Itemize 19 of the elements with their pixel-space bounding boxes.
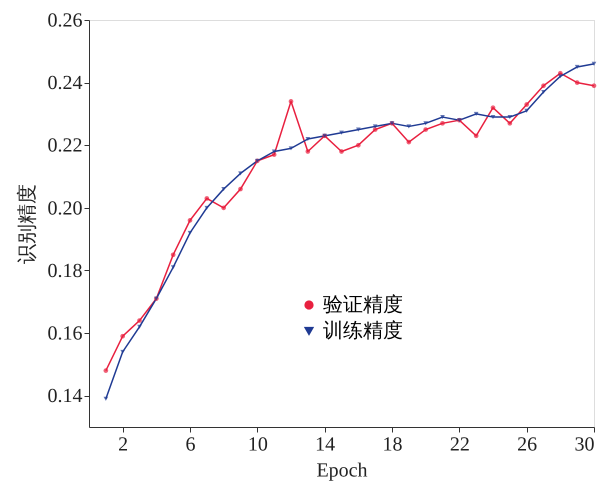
y-tick-label: 0.22 — [48, 134, 82, 157]
y-tick-label: 0.16 — [48, 322, 82, 345]
x-tick-label: 26 — [517, 434, 538, 456]
y-tick-label: 0.20 — [48, 197, 82, 220]
x-tick-label: 2 — [118, 434, 128, 456]
legend-label: 训练精度 — [323, 320, 403, 342]
y-axis-title: 识别精度 — [16, 184, 38, 264]
x-tick-label: 30 — [574, 434, 594, 456]
x-tick-label: 18 — [382, 434, 402, 456]
x-tick-label: 14 — [315, 434, 336, 456]
x-tick-label: 22 — [450, 434, 470, 456]
y-tick-label: 0.18 — [48, 260, 82, 282]
legend-label: 验证精度 — [323, 294, 403, 316]
y-tick-label: 0.24 — [48, 72, 82, 94]
x-tick-label: 6 — [186, 434, 196, 456]
y-tick-label: 0.26 — [48, 10, 82, 32]
x-axis-title: Epoch — [316, 460, 368, 482]
y-tick-label: 0.14 — [48, 385, 82, 408]
x-tick-label: 10 — [248, 434, 268, 456]
